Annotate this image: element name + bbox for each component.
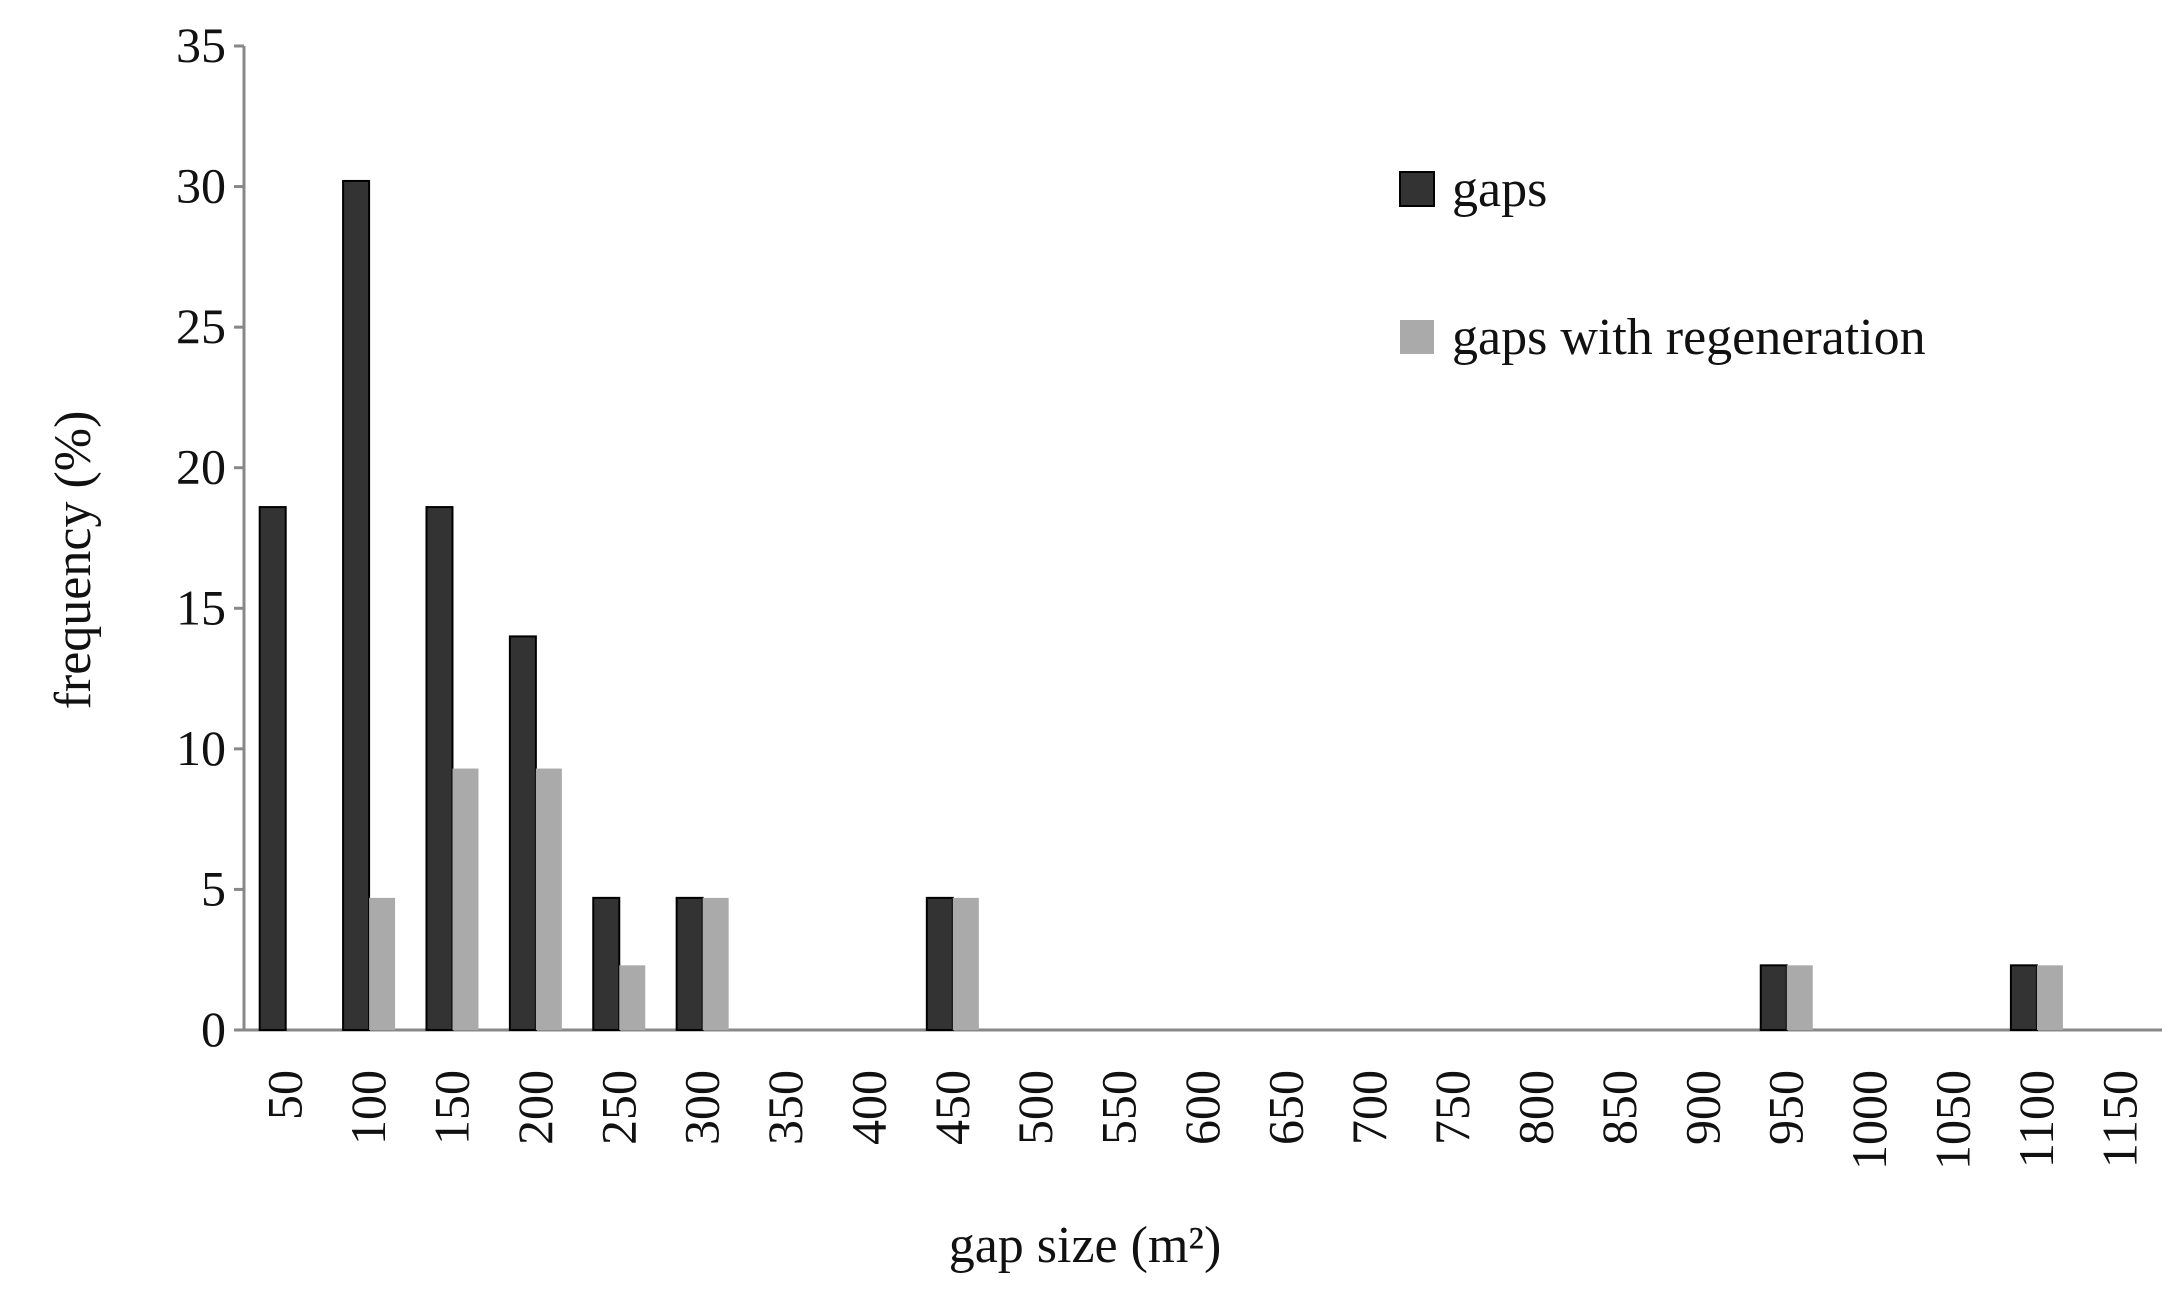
- bar: [592, 896, 621, 1031]
- x-tick-label: 600: [1174, 1070, 1230, 1145]
- y-tick-label: 0: [201, 1001, 226, 1057]
- bar: [1759, 964, 1788, 1032]
- x-tick-label: 750: [1424, 1070, 1480, 1145]
- x-tick-label: 1050: [1925, 1070, 1981, 1170]
- bar: [925, 896, 954, 1031]
- bar: [2036, 965, 2063, 1030]
- bar: [535, 768, 562, 1030]
- bar: [1786, 965, 1813, 1030]
- x-tick-label: 200: [507, 1070, 563, 1145]
- bar: [369, 897, 396, 1030]
- x-tick-label: 550: [1091, 1070, 1147, 1145]
- bar: [258, 506, 287, 1031]
- x-tick-label: 900: [1674, 1070, 1730, 1145]
- bar: [702, 897, 729, 1030]
- x-tick-label: 1100: [2008, 1070, 2064, 1168]
- x-tick-label: 300: [674, 1070, 730, 1145]
- x-axis-label: gap size (m²): [949, 1217, 1222, 1274]
- y-tick-label: 10: [176, 720, 226, 776]
- x-tick-label: 500: [1007, 1070, 1063, 1145]
- x-tick-label: 350: [757, 1070, 813, 1145]
- x-tick-label: 1150: [2091, 1070, 2147, 1168]
- x-tick-label: 400: [840, 1070, 896, 1145]
- bar: [342, 179, 371, 1032]
- x-tick-label: 650: [1257, 1070, 1313, 1145]
- y-tick-label: 5: [201, 860, 226, 916]
- bar: [425, 506, 454, 1031]
- x-tick-label: 150: [423, 1070, 479, 1145]
- x-tick-label: 850: [1591, 1070, 1647, 1145]
- bar: [675, 896, 704, 1031]
- bar: [619, 965, 646, 1030]
- x-tick-label: 1000: [1841, 1070, 1897, 1170]
- x-tick-label: 800: [1508, 1070, 1564, 1145]
- legend-label: gaps with regeneration: [1452, 309, 1926, 366]
- legend-swatch: [1399, 171, 1435, 207]
- y-tick-label: 25: [176, 298, 226, 354]
- x-tick-label: 450: [924, 1070, 980, 1145]
- y-tick-label: 20: [176, 439, 226, 495]
- y-tick-label: 30: [176, 158, 226, 214]
- y-tick-label: 35: [176, 17, 226, 73]
- bar: [452, 768, 479, 1030]
- x-tick-label: 950: [1758, 1070, 1814, 1145]
- x-tick-label: 250: [590, 1070, 646, 1145]
- bar: [2009, 964, 2038, 1032]
- bar: [508, 635, 537, 1032]
- y-tick-label: 15: [176, 579, 226, 635]
- bar: [952, 897, 979, 1030]
- legend-swatch: [1400, 320, 1434, 354]
- x-tick-label: 700: [1341, 1070, 1397, 1145]
- x-tick-label: 100: [340, 1070, 396, 1145]
- x-tick-label: 50: [257, 1070, 313, 1120]
- legend-label: gaps: [1452, 161, 1547, 218]
- y-axis-label: frequency (%): [45, 411, 102, 710]
